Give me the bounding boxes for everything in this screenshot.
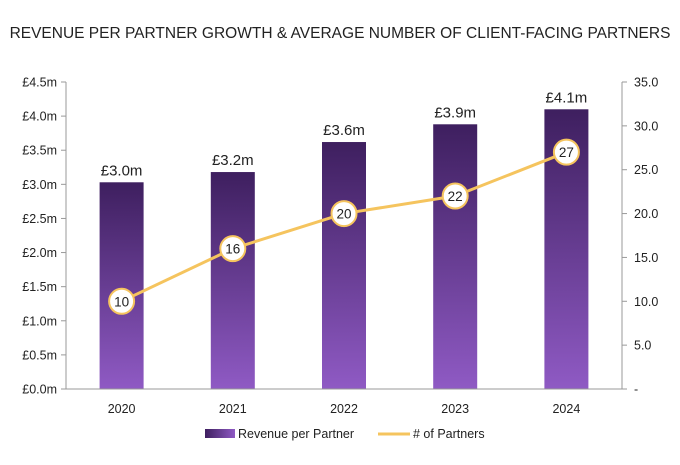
x-axis: 2020 2021 2022 2023 2024 bbox=[66, 388, 622, 416]
bar-value-labels: £3.0m £3.2m £3.6m £3.9m £4.1m bbox=[101, 89, 588, 179]
partners-marker bbox=[441, 182, 469, 210]
bar-2020 bbox=[99, 182, 144, 389]
legend-swatch-revenue bbox=[205, 429, 235, 438]
right-tick-label: 15.0 bbox=[634, 251, 658, 265]
bar-value-label: £4.1m bbox=[546, 89, 588, 106]
right-tick-label: 20.0 bbox=[634, 207, 658, 221]
left-tick-label: £1.5m bbox=[22, 280, 57, 294]
right-tick-label: 5.0 bbox=[634, 339, 651, 353]
bar-value-label: £3.2m bbox=[212, 152, 254, 169]
partners-value-label: 20 bbox=[336, 207, 351, 222]
legend-label-partners: # of Partners bbox=[413, 427, 485, 441]
partners-value-label: 22 bbox=[448, 189, 463, 204]
partners-marker bbox=[108, 287, 136, 315]
right-tick-label: 25.0 bbox=[634, 163, 658, 177]
x-tick-label: 2023 bbox=[441, 402, 469, 416]
x-tick-label: 2024 bbox=[552, 402, 580, 416]
right-tick-label: 30.0 bbox=[634, 119, 658, 133]
legend-label-revenue: Revenue per Partner bbox=[238, 427, 354, 441]
right-tick-label: - bbox=[634, 383, 638, 397]
bar-series bbox=[99, 109, 589, 390]
legend: Revenue per Partner # of Partners bbox=[205, 427, 485, 441]
partners-value-label: 16 bbox=[225, 242, 240, 257]
line-series: 10 16 20 22 27 bbox=[108, 138, 580, 315]
x-tick-label: 2021 bbox=[219, 402, 247, 416]
partners-value-label: 10 bbox=[114, 294, 129, 309]
right-tick-label: 10.0 bbox=[634, 295, 658, 309]
left-tick-label: £3.5m bbox=[22, 144, 57, 158]
left-tick-label: £2.5m bbox=[22, 212, 57, 226]
bar-value-label: £3.9m bbox=[434, 104, 476, 121]
bar-value-label: £3.0m bbox=[101, 162, 143, 179]
x-tick-label: 2022 bbox=[330, 402, 358, 416]
left-tick-label: £3.0m bbox=[22, 178, 57, 192]
partners-marker bbox=[219, 235, 247, 263]
left-tick-label: £4.0m bbox=[22, 110, 57, 124]
left-tick-label: £0.0m bbox=[22, 383, 57, 397]
x-tick-label: 2020 bbox=[108, 402, 136, 416]
chart-title: REVENUE PER PARTNER GROWTH & AVERAGE NUM… bbox=[10, 25, 671, 42]
left-tick-label: £0.5m bbox=[22, 348, 57, 362]
left-tick-label: £4.5m bbox=[22, 76, 57, 90]
left-tick-label: £1.0m bbox=[22, 314, 57, 328]
left-y-axis: £0.0m £0.5m £1.0m £1.5m £2.0m £2.5m £3.0m £3.5m… bbox=[22, 76, 67, 397]
partners-marker bbox=[552, 138, 580, 166]
bar-2023 bbox=[433, 124, 478, 389]
partners-value-label: 27 bbox=[559, 145, 574, 160]
right-y-axis: - 5.0 10.0 15.0 20.0 25.0 30.0 35.0 bbox=[621, 76, 658, 397]
partners-marker bbox=[330, 200, 358, 228]
bar-2022 bbox=[322, 142, 366, 389]
left-tick-label: £2.0m bbox=[22, 246, 57, 260]
bar-value-label: £3.6m bbox=[323, 122, 365, 139]
right-tick-label: 35.0 bbox=[634, 76, 658, 90]
bar-2021 bbox=[210, 172, 255, 389]
